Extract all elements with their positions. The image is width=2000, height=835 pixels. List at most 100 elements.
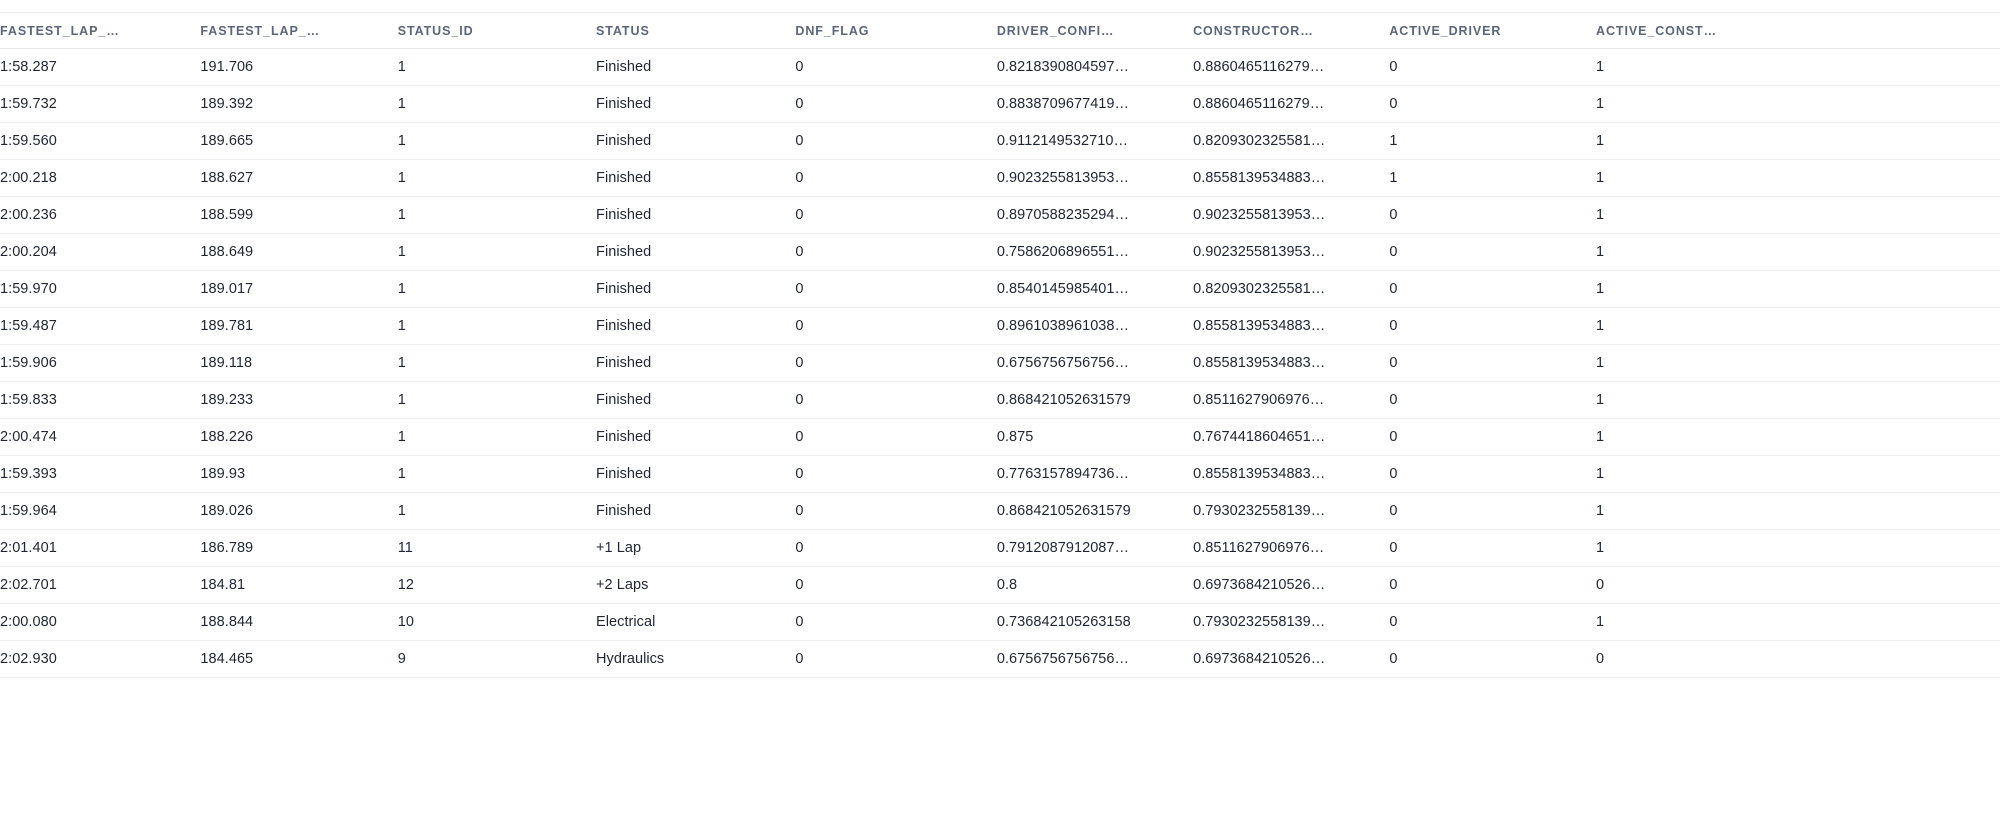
cell-dnf_flag: 0 xyxy=(795,603,997,641)
cell-constructor_conf: 0.9023255813953… xyxy=(1193,233,1390,271)
cell-fastest_lap_speed: 189.93 xyxy=(200,455,398,493)
column-header-status[interactable]: STATUS xyxy=(596,13,796,49)
column-header-dnf_flag[interactable]: DNF_FLAG xyxy=(795,13,997,49)
cell-fastest_lap_time: 1:59.393 xyxy=(0,455,201,493)
cell-active_driver: 0 xyxy=(1389,381,1596,419)
table-row[interactable]: 2:00.080 188.844 10 Electrical 0 0.7368421052… xyxy=(0,603,2000,641)
column-header-fastest_lap_time[interactable]: FASTEST_LAP_… xyxy=(0,13,201,49)
cell-driver_confidence: 0.8218390804597… xyxy=(996,48,1194,86)
cell-fastest_lap_time: 2:00.080 xyxy=(0,603,201,641)
cell-dnf_flag: 0 xyxy=(795,344,997,382)
cell-status_id: 1 xyxy=(397,455,597,493)
table-row[interactable]: 2:02.701 184.81 12 +2 Laps 0 0.8 0.69736842105… xyxy=(0,566,2000,604)
column-header-active_const[interactable]: ACTIVE_CONST… xyxy=(1596,13,2000,49)
cell-active_driver: 0 xyxy=(1389,233,1596,271)
cell-status_id: 12 xyxy=(397,566,597,604)
cell-driver_confidence: 0.9023255813953… xyxy=(996,159,1194,197)
table-row[interactable]: 1:58.287 191.706 1 Finished 0 0.8218390804597… xyxy=(0,48,2000,86)
cell-status: Hydraulics xyxy=(596,640,796,678)
cell-status: Finished xyxy=(596,381,796,419)
cell-fastest_lap_time: 2:02.930 xyxy=(0,640,201,678)
cell-dnf_flag: 0 xyxy=(795,85,997,123)
table-row[interactable]: 2:00.474 188.226 1 Finished 0 0.875 0.76744186… xyxy=(0,418,2000,456)
cell-fastest_lap_time: 1:59.560 xyxy=(0,122,201,160)
cell-status: Finished xyxy=(596,85,796,123)
table-row[interactable]: 2:00.218 188.627 1 Finished 0 0.9023255813953… xyxy=(0,159,2000,197)
table-row[interactable]: 1:59.964 189.026 1 Finished 0 0.8684210526315… xyxy=(0,492,2000,530)
cell-driver_confidence: 0.7763157894736… xyxy=(996,455,1194,493)
results-table: FASTEST_LAP_… FASTEST_LAP_… STATUS_ID STATU… xyxy=(0,13,2000,678)
cell-active_driver: 1 xyxy=(1389,159,1596,197)
data-grid-container: FASTEST_LAP_… FASTEST_LAP_… STATUS_ID STATU… xyxy=(0,12,2000,678)
cell-status_id: 9 xyxy=(397,640,597,678)
table-row[interactable]: 2:00.236 188.599 1 Finished 0 0.8970588235294… xyxy=(0,196,2000,234)
cell-fastest_lap_time: 2:00.204 xyxy=(0,233,201,271)
cell-fastest_lap_time: 1:59.833 xyxy=(0,381,201,419)
table-row[interactable]: 2:00.204 188.649 1 Finished 0 0.7586206896551… xyxy=(0,233,2000,271)
column-header-status_id[interactable]: STATUS_ID xyxy=(397,13,597,49)
cell-driver_confidence: 0.7912087912087… xyxy=(996,529,1194,567)
cell-active_const: 1 xyxy=(1596,381,2000,419)
cell-fastest_lap_time: 1:59.906 xyxy=(0,344,201,382)
column-header-driver_confidence[interactable]: DRIVER_CONFI… xyxy=(996,13,1194,49)
cell-dnf_flag: 0 xyxy=(795,381,997,419)
table-body: 1:58.287 191.706 1 Finished 0 0.8218390804597… xyxy=(0,48,2000,678)
cell-status: Finished xyxy=(596,48,796,86)
cell-fastest_lap_time: 2:00.236 xyxy=(0,196,201,234)
cell-constructor_conf: 0.8558139534883… xyxy=(1193,307,1390,345)
cell-active_const: 0 xyxy=(1596,566,2000,604)
cell-active_driver: 0 xyxy=(1389,603,1596,641)
cell-fastest_lap_speed: 184.81 xyxy=(200,566,398,604)
cell-fastest_lap_speed: 189.118 xyxy=(200,344,398,382)
table-row[interactable]: 1:59.732 189.392 1 Finished 0 0.8838709677419… xyxy=(0,85,2000,123)
cell-constructor_conf: 0.6973684210526… xyxy=(1193,640,1390,678)
cell-constructor_conf: 0.8511627906976… xyxy=(1193,529,1390,567)
column-header-fastest_lap_speed[interactable]: FASTEST_LAP_… xyxy=(200,13,398,49)
table-row[interactable]: 1:59.560 189.665 1 Finished 0 0.9112149532710… xyxy=(0,122,2000,160)
cell-fastest_lap_speed: 189.665 xyxy=(200,122,398,160)
cell-driver_confidence: 0.6756756756756… xyxy=(996,344,1194,382)
cell-status: +2 Laps xyxy=(596,566,796,604)
cell-active_const: 1 xyxy=(1596,196,2000,234)
column-header-active_driver[interactable]: ACTIVE_DRIVER xyxy=(1389,13,1596,49)
cell-fastest_lap_speed: 189.017 xyxy=(200,270,398,308)
table-row[interactable]: 1:59.393 189.93 1 Finished 0 0.7763157894736…… xyxy=(0,455,2000,493)
cell-driver_confidence: 0.8970588235294… xyxy=(996,196,1194,234)
table-row[interactable]: 2:01.401 186.789 11 +1 Lap 0 0.7912087912087…… xyxy=(0,529,2000,567)
cell-constructor_conf: 0.7674418604651… xyxy=(1193,418,1390,456)
table-header: FASTEST_LAP_… FASTEST_LAP_… STATUS_ID STATU… xyxy=(0,13,2000,49)
cell-dnf_flag: 0 xyxy=(795,159,997,197)
cell-active_const: 1 xyxy=(1596,85,2000,123)
cell-status: Finished xyxy=(596,233,796,271)
cell-driver_confidence: 0.736842105263158 xyxy=(996,603,1194,641)
cell-status_id: 1 xyxy=(397,307,597,345)
cell-active_driver: 1 xyxy=(1389,122,1596,160)
cell-constructor_conf: 0.8511627906976… xyxy=(1193,381,1390,419)
cell-active_const: 1 xyxy=(1596,48,2000,86)
table-row[interactable]: 1:59.833 189.233 1 Finished 0 0.8684210526315… xyxy=(0,381,2000,419)
table-row[interactable]: 1:59.906 189.118 1 Finished 0 0.6756756756756… xyxy=(0,344,2000,382)
cell-status_id: 1 xyxy=(397,85,597,123)
cell-constructor_conf: 0.8558139534883… xyxy=(1193,344,1390,382)
cell-active_const: 1 xyxy=(1596,233,2000,271)
cell-fastest_lap_time: 2:00.474 xyxy=(0,418,201,456)
cell-dnf_flag: 0 xyxy=(795,566,997,604)
cell-status: Finished xyxy=(596,344,796,382)
cell-status: +1 Lap xyxy=(596,529,796,567)
cell-constructor_conf: 0.8860465116279… xyxy=(1193,85,1390,123)
table-row[interactable]: 2:02.930 184.465 9 Hydraulics 0 0.67567567567… xyxy=(0,640,2000,678)
cell-status_id: 1 xyxy=(397,48,597,86)
cell-dnf_flag: 0 xyxy=(795,307,997,345)
cell-constructor_conf: 0.8558139534883… xyxy=(1193,455,1390,493)
table-row[interactable]: 1:59.487 189.781 1 Finished 0 0.8961038961038… xyxy=(0,307,2000,345)
cell-fastest_lap_speed: 191.706 xyxy=(200,48,398,86)
cell-active_driver: 0 xyxy=(1389,455,1596,493)
cell-fastest_lap_speed: 188.599 xyxy=(200,196,398,234)
cell-dnf_flag: 0 xyxy=(795,122,997,160)
cell-fastest_lap_time: 1:58.287 xyxy=(0,48,201,86)
cell-fastest_lap_time: 1:59.964 xyxy=(0,492,201,530)
column-header-constructor_conf[interactable]: CONSTRUCTOR… xyxy=(1193,13,1390,49)
cell-constructor_conf: 0.6973684210526… xyxy=(1193,566,1390,604)
cell-fastest_lap_speed: 188.226 xyxy=(200,418,398,456)
table-row[interactable]: 1:59.970 189.017 1 Finished 0 0.8540145985401… xyxy=(0,270,2000,308)
